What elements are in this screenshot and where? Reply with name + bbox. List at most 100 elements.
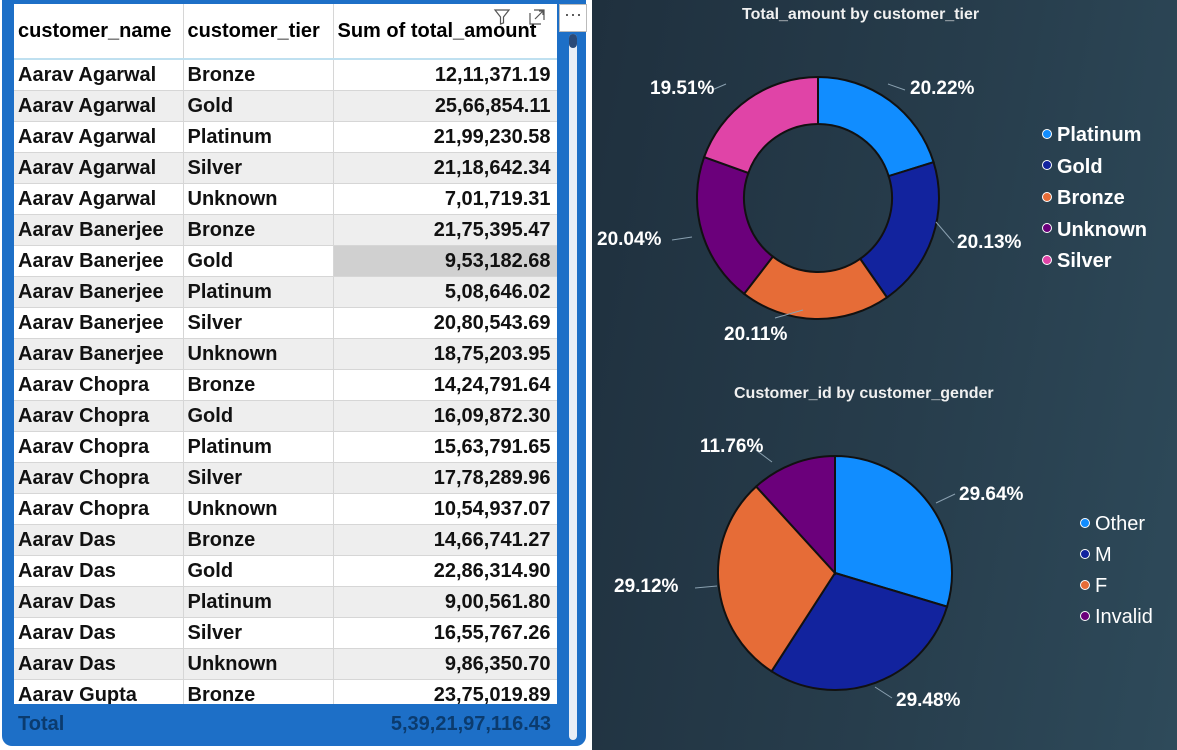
cell-total-amount[interactable]: 15,63,791.65: [333, 431, 557, 463]
cell-customer-tier[interactable]: Gold: [183, 400, 334, 432]
cell-customer-name[interactable]: Aarav Agarwal: [14, 152, 184, 184]
cell-customer-tier[interactable]: Bronze: [183, 524, 334, 556]
table-row[interactable]: Aarav Agarwal Gold 25,66,854.11: [14, 90, 557, 122]
table-row[interactable]: Aarav Das Bronze 14,66,741.27: [14, 524, 557, 556]
donut-legend-item-bronze[interactable]: Bronze: [1042, 187, 1125, 210]
focus-mode-icon[interactable]: [528, 8, 546, 26]
cell-customer-name[interactable]: Aarav Das: [14, 524, 184, 556]
pie-legend-item-other[interactable]: Other: [1080, 513, 1145, 536]
pie-legend-item-m[interactable]: M: [1080, 544, 1112, 567]
table-row[interactable]: Aarav Banerjee Bronze 21,75,395.47: [14, 214, 557, 246]
more-options-icon[interactable]: ···: [559, 4, 587, 32]
table-row[interactable]: Aarav Agarwal Silver 21,18,642.34: [14, 152, 557, 184]
table-row[interactable]: Aarav Das Unknown 9,86,350.70: [14, 648, 557, 680]
pie-slice-f[interactable]: [717, 485, 837, 673]
pie-legend-item-f[interactable]: F: [1080, 575, 1107, 598]
cell-customer-tier[interactable]: Silver: [183, 307, 334, 339]
cell-customer-tier[interactable]: Unknown: [183, 183, 334, 215]
table-row[interactable]: Aarav Chopra Platinum 15,63,791.65: [14, 431, 557, 463]
table-row[interactable]: Aarav Banerjee Platinum 5,08,646.02: [14, 276, 557, 308]
cell-customer-tier[interactable]: Silver: [183, 462, 334, 494]
donut-legend-item-gold[interactable]: Gold: [1042, 156, 1103, 179]
cell-customer-tier[interactable]: Gold: [183, 555, 334, 587]
cell-customer-tier[interactable]: Gold: [183, 90, 334, 122]
cell-total-amount[interactable]: 14,66,741.27: [333, 524, 557, 556]
cell-customer-tier[interactable]: Silver: [183, 152, 334, 184]
cell-customer-tier[interactable]: Bronze: [183, 59, 334, 91]
cell-customer-tier[interactable]: Unknown: [183, 648, 334, 680]
column-header-customer-tier[interactable]: customer_tier: [183, 4, 334, 60]
donut-legend-item-platinum[interactable]: Platinum: [1042, 124, 1141, 147]
cell-total-amount[interactable]: 25,66,854.11: [333, 90, 557, 122]
cell-total-amount[interactable]: 23,75,019.89: [333, 679, 557, 704]
cell-customer-name[interactable]: Aarav Chopra: [14, 462, 184, 494]
cell-total-amount[interactable]: 9,86,350.70: [333, 648, 557, 680]
cell-customer-tier[interactable]: Gold: [183, 245, 334, 277]
table-row[interactable]: Aarav Agarwal Unknown 7,01,719.31: [14, 183, 557, 215]
table-row[interactable]: Aarav Chopra Bronze 14,24,791.64: [14, 369, 557, 401]
cell-total-amount[interactable]: 21,18,642.34: [333, 152, 557, 184]
table-row[interactable]: Aarav Das Silver 16,55,767.26: [14, 617, 557, 649]
filter-icon[interactable]: [493, 8, 511, 26]
cell-total-amount[interactable]: 20,80,543.69: [333, 307, 557, 339]
cell-customer-name[interactable]: Aarav Das: [14, 648, 184, 680]
cell-customer-name[interactable]: Aarav Das: [14, 617, 184, 649]
cell-customer-name[interactable]: Aarav Agarwal: [14, 59, 184, 91]
pie-slice-other[interactable]: [834, 454, 953, 608]
cell-customer-tier[interactable]: Platinum: [183, 586, 334, 618]
cell-customer-name[interactable]: Aarav Agarwal: [14, 183, 184, 215]
cell-customer-name[interactable]: Aarav Banerjee: [14, 245, 184, 277]
cell-total-amount[interactable]: 5,08,646.02: [333, 276, 557, 308]
cell-total-amount[interactable]: 7,01,719.31: [333, 183, 557, 215]
cell-total-amount[interactable]: 16,09,872.30: [333, 400, 557, 432]
cell-customer-name[interactable]: Aarav Chopra: [14, 400, 184, 432]
donut-slice-silver[interactable]: [702, 75, 819, 175]
column-header-customer-name[interactable]: customer_name: [14, 4, 184, 60]
cell-customer-tier[interactable]: Platinum: [183, 121, 334, 153]
cell-total-amount[interactable]: 22,86,314.90: [333, 555, 557, 587]
table-row[interactable]: Aarav Chopra Unknown 10,54,937.07: [14, 493, 557, 525]
donut-legend-item-unknown[interactable]: Unknown: [1042, 219, 1147, 242]
cell-customer-name[interactable]: Aarav Chopra: [14, 493, 184, 525]
cell-total-amount[interactable]: 21,99,230.58: [333, 121, 557, 153]
table-row[interactable]: Aarav Banerjee Gold 9,53,182.68: [14, 245, 557, 277]
cell-total-amount[interactable]: 17,78,289.96: [333, 462, 557, 494]
cell-customer-name[interactable]: Aarav Chopra: [14, 369, 184, 401]
table-row[interactable]: Aarav Agarwal Bronze 12,11,371.19: [14, 59, 557, 91]
cell-customer-name[interactable]: Aarav Agarwal: [14, 90, 184, 122]
cell-customer-name[interactable]: Aarav Banerjee: [14, 338, 184, 370]
column-header-sum-total-amount[interactable]: Sum of total_amount: [333, 4, 557, 60]
table-row[interactable]: Aarav Banerjee Unknown 18,75,203.95: [14, 338, 557, 370]
cell-customer-name[interactable]: Aarav Das: [14, 586, 184, 618]
cell-customer-name[interactable]: Aarav Gupta: [14, 679, 184, 704]
vertical-scrollbar[interactable]: [569, 34, 577, 740]
table-row[interactable]: Aarav Das Gold 22,86,314.90: [14, 555, 557, 587]
cell-customer-tier[interactable]: Platinum: [183, 276, 334, 308]
table-row[interactable]: Aarav Chopra Gold 16,09,872.30: [14, 400, 557, 432]
cell-customer-name[interactable]: Aarav Chopra: [14, 431, 184, 463]
cell-total-amount[interactable]: 14,24,791.64: [333, 369, 557, 401]
cell-customer-tier[interactable]: Silver: [183, 617, 334, 649]
cell-customer-tier[interactable]: Unknown: [183, 493, 334, 525]
cell-customer-tier[interactable]: Platinum: [183, 431, 334, 463]
cell-customer-name[interactable]: Aarav Agarwal: [14, 121, 184, 153]
cell-total-amount[interactable]: 9,00,561.80: [333, 586, 557, 618]
pie-legend-item-invalid[interactable]: Invalid: [1080, 606, 1153, 629]
cell-total-amount[interactable]: 18,75,203.95: [333, 338, 557, 370]
table-row[interactable]: Aarav Gupta Bronze 23,75,019.89: [14, 679, 557, 704]
table-row[interactable]: Aarav Das Platinum 9,00,561.80: [14, 586, 557, 618]
cell-total-amount[interactable]: 21,75,395.47: [333, 214, 557, 246]
pie-slice-m[interactable]: [770, 571, 949, 691]
cell-customer-tier[interactable]: Bronze: [183, 679, 334, 704]
cell-total-amount[interactable]: 9,53,182.68: [333, 245, 557, 277]
cell-customer-tier[interactable]: Bronze: [183, 369, 334, 401]
table-visual[interactable]: customer_name customer_tier Sum of total…: [2, 0, 586, 746]
cell-customer-name[interactable]: Aarav Banerjee: [14, 214, 184, 246]
donut-legend-item-silver[interactable]: Silver: [1042, 250, 1111, 273]
cell-customer-tier[interactable]: Unknown: [183, 338, 334, 370]
cell-customer-tier[interactable]: Bronze: [183, 214, 334, 246]
table-row[interactable]: Aarav Agarwal Platinum 21,99,230.58: [14, 121, 557, 153]
cell-customer-name[interactable]: Aarav Das: [14, 555, 184, 587]
cell-customer-name[interactable]: Aarav Banerjee: [14, 307, 184, 339]
cell-total-amount[interactable]: 10,54,937.07: [333, 493, 557, 525]
